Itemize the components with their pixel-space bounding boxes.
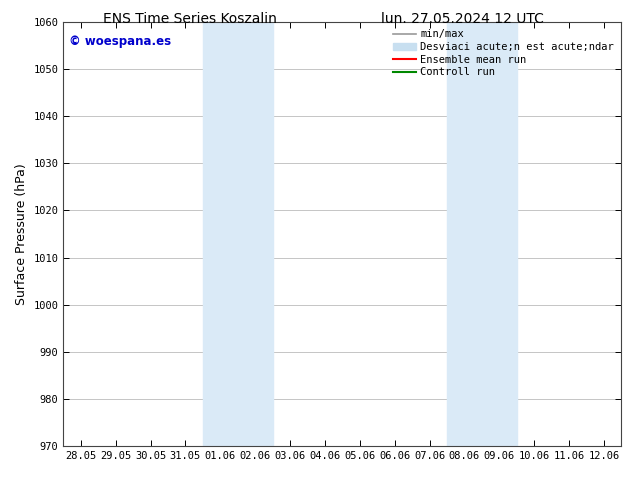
Text: ENS Time Series Koszalin: ENS Time Series Koszalin xyxy=(103,12,277,26)
Bar xyxy=(203,22,273,446)
Bar xyxy=(447,22,517,446)
Text: lun. 27.05.2024 12 UTC: lun. 27.05.2024 12 UTC xyxy=(382,12,544,26)
Legend: min/max, Desviaci acute;n est acute;ndar, Ensemble mean run, Controll run: min/max, Desviaci acute;n est acute;ndar… xyxy=(391,27,616,79)
Text: © woespana.es: © woespana.es xyxy=(69,35,171,48)
Y-axis label: Surface Pressure (hPa): Surface Pressure (hPa) xyxy=(15,163,28,305)
